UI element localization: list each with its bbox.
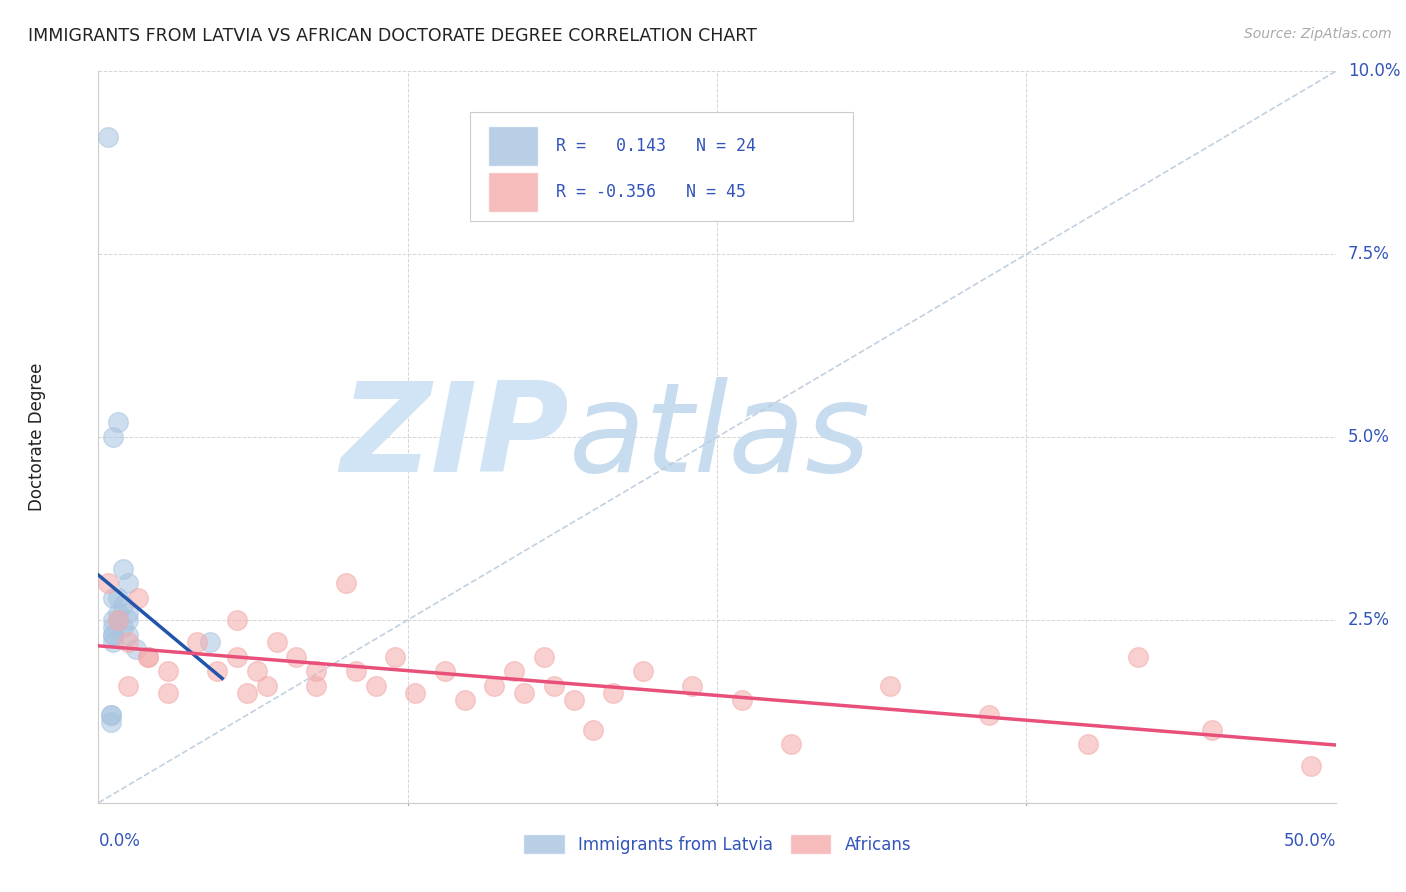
Point: [117, 606, 139, 620]
FancyBboxPatch shape: [488, 126, 537, 166]
Text: 7.5%: 7.5%: [1348, 245, 1391, 263]
Point: [103, 430, 125, 444]
Point: [513, 686, 536, 700]
Point: [205, 664, 228, 678]
Point: [198, 635, 221, 649]
Point: [562, 693, 585, 707]
Point: [112, 562, 135, 576]
Point: [305, 664, 328, 678]
Text: Source: ZipAtlas.com: Source: ZipAtlas.com: [1244, 27, 1392, 41]
Point: [1201, 723, 1223, 737]
Point: [1077, 737, 1099, 751]
Text: 5.0%: 5.0%: [1348, 428, 1391, 446]
Point: [107, 606, 129, 620]
Text: IMMIGRANTS FROM LATVIA VS AFRICAN DOCTORATE DEGREE CORRELATION CHART: IMMIGRANTS FROM LATVIA VS AFRICAN DOCTOR…: [28, 27, 756, 45]
Point: [404, 686, 426, 700]
Point: [100, 708, 122, 723]
Text: Doctorate Degree: Doctorate Degree: [28, 363, 45, 511]
FancyBboxPatch shape: [470, 112, 853, 221]
Point: [780, 737, 803, 751]
Point: [117, 576, 139, 591]
Point: [107, 591, 129, 605]
Point: [117, 679, 139, 693]
Point: [156, 686, 179, 700]
Point: [582, 723, 605, 737]
Text: R = -0.356   N = 45: R = -0.356 N = 45: [557, 183, 747, 201]
Point: [100, 715, 122, 730]
Point: [681, 679, 703, 693]
Text: ZIP: ZIP: [340, 376, 568, 498]
Point: [631, 664, 654, 678]
Text: 10.0%: 10.0%: [1348, 62, 1400, 80]
Point: [112, 620, 135, 634]
Point: [384, 649, 406, 664]
Point: [731, 693, 754, 707]
Point: [285, 649, 308, 664]
Point: [1299, 759, 1322, 773]
Point: [335, 576, 357, 591]
Point: [433, 664, 456, 678]
Point: [879, 679, 901, 693]
Point: [127, 591, 149, 605]
Point: [107, 613, 129, 627]
Point: [236, 686, 259, 700]
Point: [364, 679, 387, 693]
Point: [533, 649, 555, 664]
Text: 2.5%: 2.5%: [1348, 611, 1391, 629]
Point: [100, 708, 122, 723]
Text: 50.0%: 50.0%: [1284, 832, 1336, 850]
Point: [103, 627, 125, 641]
Point: [226, 613, 249, 627]
Point: [266, 635, 288, 649]
Point: [103, 627, 125, 641]
Point: [503, 664, 526, 678]
Legend: Immigrants from Latvia, Africans: Immigrants from Latvia, Africans: [516, 828, 918, 860]
Point: [117, 627, 139, 641]
Point: [124, 642, 146, 657]
Point: [256, 679, 278, 693]
Point: [103, 591, 125, 605]
Point: [107, 416, 129, 430]
Point: [112, 599, 135, 613]
Text: R =   0.143   N = 24: R = 0.143 N = 24: [557, 137, 756, 155]
Point: [97, 576, 120, 591]
Point: [1126, 649, 1149, 664]
Point: [602, 686, 624, 700]
Point: [484, 679, 506, 693]
Point: [103, 635, 125, 649]
FancyBboxPatch shape: [488, 172, 537, 212]
Point: [186, 635, 208, 649]
Point: [543, 679, 565, 693]
Point: [103, 620, 125, 634]
Point: [156, 664, 179, 678]
Point: [344, 664, 367, 678]
Point: [117, 635, 139, 649]
Point: [136, 649, 159, 664]
Point: [117, 613, 139, 627]
Point: [136, 649, 159, 664]
Point: [246, 664, 269, 678]
Point: [97, 130, 120, 145]
Point: [107, 613, 129, 627]
Text: 0.0%: 0.0%: [98, 832, 141, 850]
Point: [226, 649, 249, 664]
Point: [453, 693, 475, 707]
Point: [979, 708, 1001, 723]
Text: atlas: atlas: [568, 376, 870, 498]
Point: [103, 613, 125, 627]
Point: [305, 679, 328, 693]
